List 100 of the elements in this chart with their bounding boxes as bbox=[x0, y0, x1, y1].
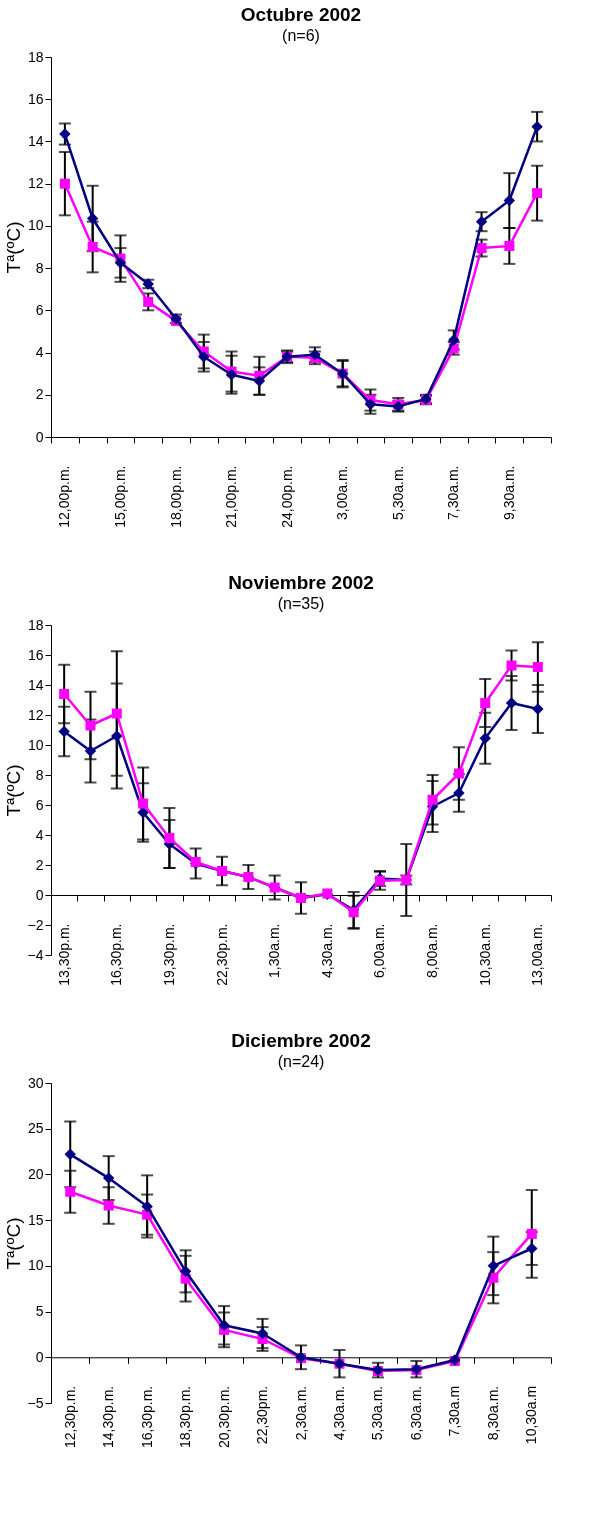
chart-title: Octubre 2002 bbox=[240, 4, 362, 25]
y-tick-label: −4 bbox=[27, 946, 44, 963]
y-tick-label: 6 bbox=[35, 796, 44, 813]
y-axis-title: Tª(ºC) bbox=[2, 221, 24, 274]
x-tick-label: 4,30a.m. bbox=[330, 1385, 347, 1441]
point bbox=[531, 120, 543, 133]
y-tick-label: 12 bbox=[27, 175, 44, 192]
point bbox=[532, 662, 543, 672]
y-tick-label: 10 bbox=[27, 736, 44, 753]
point bbox=[143, 296, 154, 307]
x-tick-label: 10,30a.m. bbox=[476, 923, 493, 986]
y-tick-label: 14 bbox=[27, 676, 44, 693]
point bbox=[59, 689, 70, 699]
chart-subtitle: (n=35) bbox=[277, 595, 325, 612]
y-tick-label: 18 bbox=[27, 616, 44, 633]
point bbox=[479, 732, 491, 744]
x-tick-label: 2,30a.m. bbox=[292, 1385, 309, 1441]
x-tick-label: 9,30a.m. bbox=[500, 465, 517, 520]
point bbox=[476, 243, 487, 254]
point bbox=[532, 188, 543, 199]
y-tick-label: 5 bbox=[35, 1303, 44, 1320]
point bbox=[504, 240, 515, 251]
point bbox=[225, 369, 238, 381]
y-tick-label: 25 bbox=[27, 1120, 44, 1137]
y-tick-label: 16 bbox=[27, 646, 44, 663]
point bbox=[453, 787, 465, 799]
y-tick-label: 2 bbox=[35, 386, 44, 403]
x-tick-label: 12,30p.m. bbox=[61, 1385, 78, 1449]
x-tick-label: 4,30a.m. bbox=[318, 923, 335, 978]
point bbox=[503, 194, 516, 207]
x-tick-label: 22,30pm. bbox=[254, 1385, 271, 1445]
point bbox=[253, 375, 266, 387]
point bbox=[65, 1186, 76, 1197]
point bbox=[84, 745, 97, 757]
x-tick-label: 3,00a.m. bbox=[334, 465, 351, 520]
x-tick-label: 8,30a.m. bbox=[484, 1385, 501, 1441]
x-tick-label: 21,00p.m. bbox=[223, 465, 240, 528]
x-tick-label: 14,30p.m. bbox=[100, 1385, 117, 1449]
point bbox=[179, 1265, 192, 1278]
x-tick-label: 18,30p.m. bbox=[177, 1385, 194, 1449]
x-tick-label: 7,30a.m. bbox=[445, 465, 462, 520]
chart-title: Diciembre 2002 bbox=[231, 1030, 371, 1051]
x-tick-label: 18,00p.m. bbox=[167, 465, 184, 528]
point bbox=[102, 1172, 115, 1184]
point bbox=[526, 1242, 538, 1255]
point bbox=[111, 708, 122, 719]
y-tick-label: 10 bbox=[27, 1257, 44, 1274]
x-tick-label: 22,30p.m. bbox=[213, 923, 230, 986]
y-axis-title: Tª(ºC) bbox=[2, 1217, 24, 1270]
point bbox=[487, 1260, 500, 1272]
y-tick-label: −5 bbox=[27, 1394, 44, 1411]
x-tick-label: 6,30a.m. bbox=[407, 1385, 424, 1441]
x-tick-label: 10,30a.m bbox=[523, 1385, 540, 1445]
y-tick-label: 6 bbox=[35, 301, 44, 318]
x-tick-label: 16,30p.m. bbox=[108, 923, 125, 986]
point bbox=[364, 398, 377, 410]
x-tick-label: 8,00a.m. bbox=[424, 923, 441, 978]
x-tick-label: 24,00p.m. bbox=[278, 465, 295, 528]
point bbox=[532, 703, 544, 715]
point bbox=[506, 660, 517, 671]
point bbox=[114, 257, 127, 269]
x-tick-label: 5,30a.m. bbox=[389, 465, 406, 520]
x-tick-label: 15,00p.m. bbox=[111, 465, 128, 528]
x-tick-label: 13,00a.m. bbox=[529, 923, 546, 986]
point bbox=[111, 730, 123, 742]
x-tick-label: 20,30p.m. bbox=[215, 1385, 232, 1449]
point bbox=[59, 128, 71, 140]
x-tick-label: 5,30a.m. bbox=[369, 1385, 386, 1441]
point bbox=[59, 178, 70, 189]
y-axis-title: Tª(ºC) bbox=[2, 764, 24, 817]
y-tick-label: 4 bbox=[35, 344, 44, 361]
point bbox=[427, 794, 438, 805]
point bbox=[64, 1148, 76, 1161]
chart-title: Noviembre 2002 bbox=[228, 572, 374, 593]
chart-subtitle: (n=6) bbox=[282, 27, 320, 44]
point bbox=[164, 833, 175, 843]
point bbox=[453, 768, 464, 779]
x-tick-label: 1,30a.m. bbox=[266, 923, 283, 978]
y-tick-label: 12 bbox=[27, 706, 44, 723]
y-tick-label: 16 bbox=[27, 90, 44, 107]
x-tick-label: 6,00a.m. bbox=[371, 923, 388, 978]
y-tick-label: 10 bbox=[27, 217, 44, 234]
y-tick-label: 2 bbox=[35, 856, 44, 873]
y-tick-label: 8 bbox=[35, 259, 44, 276]
point bbox=[480, 698, 491, 708]
y-tick-label: 14 bbox=[27, 132, 44, 149]
y-tick-label: 0 bbox=[35, 1348, 44, 1365]
y-tick-label: 0 bbox=[35, 886, 44, 903]
point bbox=[58, 725, 70, 738]
y-tick-label: 8 bbox=[35, 766, 44, 783]
y-tick-label: 18 bbox=[27, 48, 44, 65]
y-tick-label: 4 bbox=[35, 826, 44, 843]
point bbox=[198, 351, 210, 363]
chart-subtitle: (n=24) bbox=[277, 1053, 325, 1070]
x-tick-label: 7,30a.m bbox=[446, 1385, 463, 1437]
x-tick-label: 16,30p.m. bbox=[138, 1385, 155, 1449]
y-tick-label: 0 bbox=[35, 428, 44, 445]
point bbox=[256, 1327, 269, 1340]
point bbox=[103, 1200, 114, 1211]
x-tick-label: 13,30p.m. bbox=[55, 923, 72, 986]
